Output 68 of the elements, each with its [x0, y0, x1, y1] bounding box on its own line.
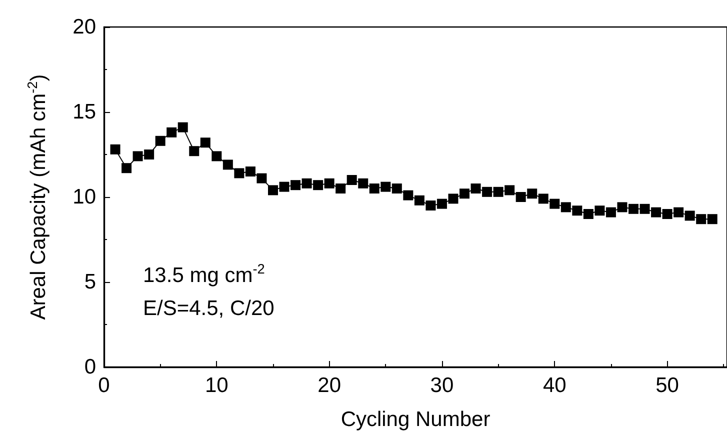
x-tick-label: 30: [430, 374, 454, 397]
point: [414, 195, 424, 206]
point: [696, 214, 706, 224]
point: [178, 122, 188, 132]
point: [290, 180, 301, 190]
point: [493, 186, 504, 197]
point: [538, 194, 548, 204]
point: [189, 146, 200, 156]
point: [516, 192, 526, 202]
point: [200, 138, 210, 148]
point: [144, 150, 154, 160]
point: [155, 136, 166, 146]
x-tick-label: 50: [656, 374, 679, 397]
point: [470, 184, 481, 194]
point: [302, 178, 312, 188]
point: [324, 178, 334, 188]
point: [674, 207, 684, 218]
point: [572, 206, 582, 216]
point: [132, 151, 143, 162]
point: [212, 151, 222, 162]
point: [460, 188, 470, 199]
point: [380, 182, 391, 192]
point: [628, 204, 638, 214]
point: [358, 178, 368, 188]
point: [560, 202, 571, 212]
point: [369, 184, 380, 194]
y-tick-label: 20: [72, 16, 96, 38]
point: [504, 185, 515, 196]
point: [403, 190, 414, 200]
point: [346, 175, 357, 185]
point: [234, 168, 244, 178]
point: [166, 127, 177, 138]
x-tick-label: 10: [204, 374, 228, 397]
x-tick-label: 40: [542, 374, 566, 397]
point: [527, 188, 538, 199]
point: [426, 200, 436, 210]
y-tick-label: 5: [84, 270, 96, 294]
x-tick-label: 20: [318, 374, 341, 397]
point: [550, 198, 560, 209]
point: [245, 166, 256, 176]
point: [268, 185, 278, 196]
point: [594, 206, 605, 216]
point: [313, 180, 324, 190]
point: [336, 184, 346, 194]
y-tick-label: 15: [72, 100, 96, 124]
point: [684, 210, 695, 221]
point: [448, 194, 458, 204]
x-axis-title: Cycling Number: [340, 408, 490, 431]
point: [436, 198, 447, 209]
point: [583, 209, 594, 219]
point: [482, 186, 492, 197]
point: [222, 160, 233, 170]
point: [256, 173, 267, 184]
point: [606, 207, 616, 218]
point: [110, 144, 120, 154]
point: [640, 204, 650, 214]
point: [651, 207, 662, 218]
annotation: E/S=4.5, C/20: [143, 297, 274, 320]
x-tick-label: 0: [98, 374, 110, 397]
y-tick-label: 0: [84, 356, 96, 378]
y-tick-label: 10: [72, 186, 96, 208]
point: [122, 163, 132, 174]
point: [617, 202, 628, 212]
y-axis-title: Areal Capacity (mAh cm-2): [24, 74, 50, 320]
point: [707, 214, 718, 224]
point: [279, 182, 290, 192]
point: [662, 209, 672, 219]
point: [392, 184, 402, 194]
